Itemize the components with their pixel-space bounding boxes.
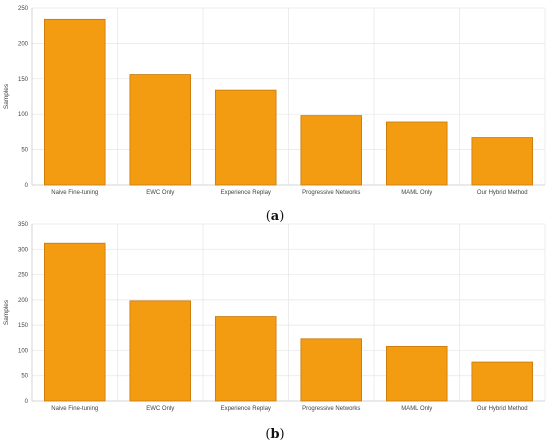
x-tick-label: Experience Replay [221,190,271,196]
x-tick-label: EWC Only [146,406,174,412]
x-tick-label: EWC Only [146,190,174,196]
y-tick-label: 350 [18,222,29,228]
y-tick-label: 250 [18,6,29,12]
bar-ewc-only [129,300,192,402]
y-tick-label: 100 [18,112,29,118]
bar-naive-fine-tuning [43,18,106,186]
x-tick-label: Our Hybrid Method [477,190,528,196]
x-tick-label: Experience Replay [221,406,271,412]
bar-progressive-networks [300,115,363,186]
y-tick-label: 200 [18,41,29,47]
x-tick-label: MAML Only [401,406,432,412]
bar-experience-replay [214,316,277,402]
x-tick-label: Progressive Networks [302,406,360,412]
bar-ewc-only [129,74,192,186]
bar-experience-replay [214,89,277,186]
chart-b: 0 50 100 150 200 250 300 350 Naive Fine-tuning EW… [3,222,546,412]
y-axis-label: Samples [3,83,10,109]
y-tick-label: 50 [21,148,28,154]
y-tick-label: 100 [18,348,29,354]
chart-a: 0 50 100 150 200 250 Naive Fine-tuning EWC Only… [3,6,546,196]
x-tick-label: Progressive Networks [302,190,360,196]
x-tick-label: MAML Only [401,190,432,196]
y-tick-label: 50 [21,374,28,380]
panel-label-b: (b) [265,427,284,442]
x-tick-label: Naive Fine-tuning [51,406,98,412]
y-tick-label: 150 [18,323,29,329]
y-tick-label: 200 [18,298,29,304]
y-tick-label: 0 [25,183,29,189]
bar-progressive-networks [300,338,363,402]
bar-our-hybrid-method [471,137,534,186]
y-tick-label: 250 [18,273,29,279]
bar-maml-only [385,121,448,186]
bar-maml-only [385,345,448,402]
y-tick-label: 0 [25,399,29,405]
bar-naive-fine-tuning [43,242,106,402]
y-tick-label: 300 [18,247,29,253]
y-axis-label: Samples [3,299,10,325]
x-tick-label: Our Hybrid Method [477,406,528,412]
bar-our-hybrid-method [471,361,534,402]
panel-label-a: (a) [266,209,285,224]
y-tick-label: 150 [18,77,29,83]
x-tick-label: Naive Fine-tuning [51,190,98,196]
